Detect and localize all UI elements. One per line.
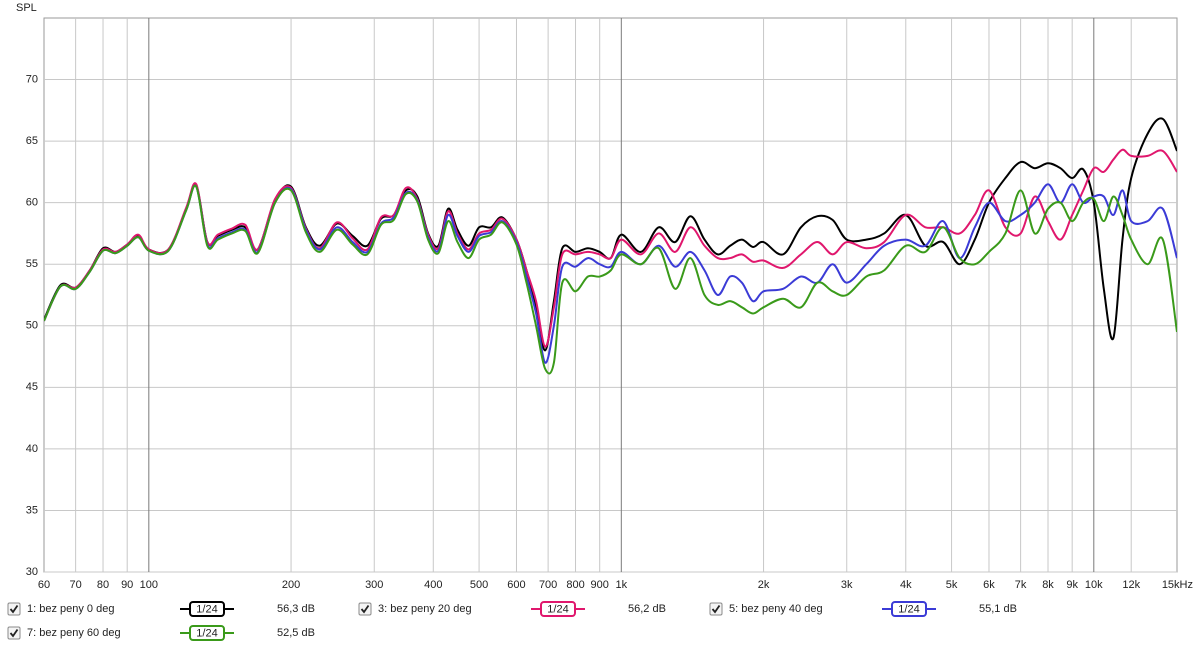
x-tick-label: 900	[591, 579, 609, 591]
legend-item: 3: bez peny 20 deg 1/24 56,2 dB	[358, 601, 666, 617]
smoothing-button[interactable]	[189, 625, 225, 641]
smoothing-button[interactable]	[540, 601, 576, 617]
x-tick-label: 400	[424, 579, 442, 591]
legend-item: 7: bez peny 60 deg 1/24 52,5 dB	[7, 625, 315, 641]
legend-label: 1: bez peny 0 deg	[27, 603, 114, 615]
smoothing-button[interactable]	[189, 601, 225, 617]
smoothing-label: 1/24	[196, 603, 217, 615]
y-tick-label: 35	[26, 504, 38, 516]
x-tick-label: 4k	[900, 579, 912, 591]
y-tick-label: 30	[26, 566, 38, 578]
y-tick-label: 55	[26, 258, 38, 270]
x-tick-label: 200	[282, 579, 300, 591]
y-tick-label: 40	[26, 443, 38, 455]
legend-label: 7: bez peny 60 deg	[27, 627, 121, 639]
smoothing-button[interactable]	[891, 601, 927, 617]
y-tick-label: 70	[26, 73, 38, 85]
legend-level: 56,3 dB	[277, 603, 315, 615]
legend-label: 3: bez peny 20 deg	[378, 603, 472, 615]
x-tick-label: 80	[97, 579, 109, 591]
x-tick-label: 700	[539, 579, 557, 591]
legend-item: 5: bez peny 40 deg 1/24 55,1 dB	[709, 601, 1017, 617]
x-tick-label: 6k	[983, 579, 995, 591]
x-tick-label: 12k	[1122, 579, 1140, 591]
x-tick-label: 9k	[1066, 579, 1078, 591]
legend-label: 5: bez peny 40 deg	[729, 603, 823, 615]
series-line	[44, 148, 1177, 348]
legend-check	[9, 628, 19, 638]
y-tick-label: 65	[26, 135, 38, 147]
x-tick-label: 7k	[1015, 579, 1027, 591]
legend-check	[360, 604, 370, 614]
x-tick-label: 90	[121, 579, 133, 591]
legend-level: 52,5 dB	[277, 627, 315, 639]
plot-area	[43, 17, 1178, 573]
x-tick-label: 2k	[758, 579, 770, 591]
x-tick-label: 10k	[1085, 579, 1103, 591]
smoothing-label: 1/24	[547, 603, 568, 615]
x-tick-label: 600	[507, 579, 525, 591]
x-tick-label: 15kHz	[1162, 579, 1193, 591]
y-tick-label: 45	[26, 381, 38, 393]
series-line	[44, 183, 1177, 364]
smoothing-label: 1/24	[898, 603, 919, 615]
x-tick-label: 3k	[841, 579, 853, 591]
y-tick-label: 50	[26, 320, 38, 332]
legend-check	[711, 604, 721, 614]
x-tick-label: 800	[566, 579, 584, 591]
series-line	[44, 117, 1177, 352]
x-tick-label: 8k	[1042, 579, 1054, 591]
x-tick-label: 100	[140, 579, 158, 591]
x-tick-label: 1k	[615, 579, 627, 591]
x-tick-label: 300	[365, 579, 383, 591]
x-tick-label: 60	[38, 579, 50, 591]
legend-check	[9, 604, 19, 614]
series-line	[44, 184, 1177, 375]
x-tick-label: 500	[470, 579, 488, 591]
legend-level: 55,1 dB	[979, 603, 1017, 615]
x-tick-label: 5k	[946, 579, 958, 591]
y-tick-label: 60	[26, 197, 38, 209]
y-axis-label: SPL	[16, 2, 37, 14]
grid	[44, 18, 1177, 573]
x-tick-label: 70	[70, 579, 82, 591]
legend-level: 56,2 dB	[628, 603, 666, 615]
legend-item: 1: bez peny 0 deg 1/24 56,3 dB	[7, 601, 315, 617]
smoothing-label: 1/24	[196, 627, 217, 639]
